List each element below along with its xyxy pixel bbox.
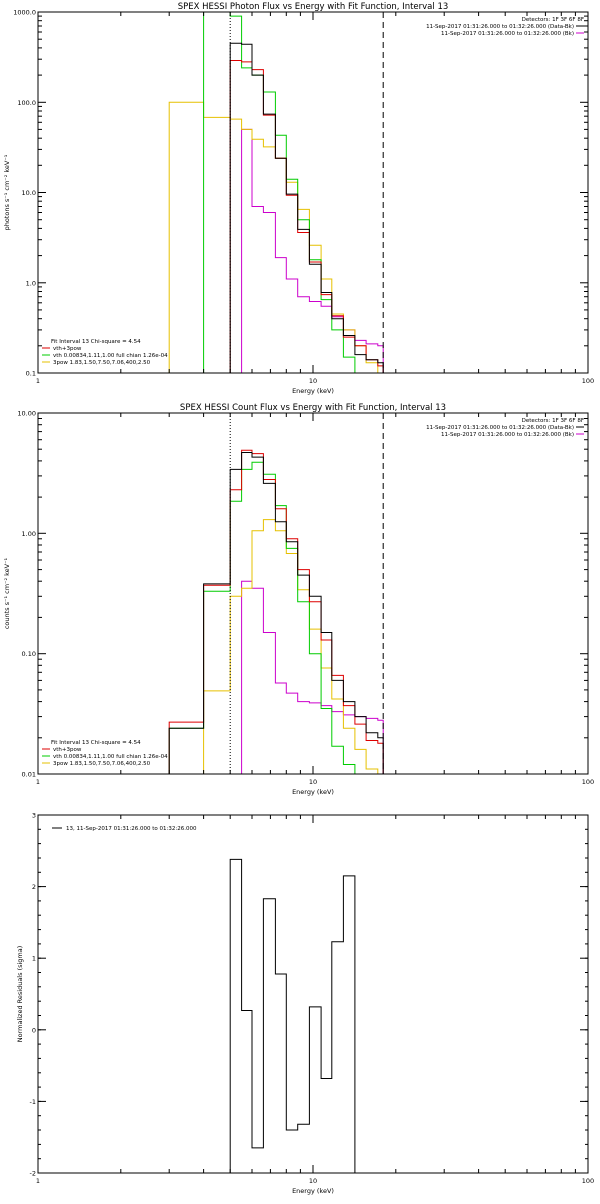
x-tick-label: 1	[36, 1177, 40, 1185]
y-tick-label: -2	[30, 1170, 36, 1178]
x-tick-label: 100	[582, 1177, 594, 1185]
top-legend-label: 11-Sep-2017 01:31:26.000 to 01:32:26.000…	[441, 432, 574, 438]
count-flux-panel: 1 10 100 0.01 0.10 1.00 10.00 SPEX HESSI Count …	[3, 403, 594, 796]
axes-frame	[37, 11, 589, 374]
top-legend-label: 11-Sep-2017 01:31:26.000 to 01:32:26.000…	[426, 24, 574, 30]
series-line-0	[229, 858, 384, 1174]
fit-legend-label: 3pow 1.83,1.50,7.50,7.06,400,2.50	[53, 761, 151, 767]
y-tick-label: 10.00	[17, 410, 36, 418]
y-tick-label: 1	[32, 955, 36, 963]
y-tick-label: 1000.0	[13, 9, 36, 17]
fit-legend-label: vth+3pow	[53, 747, 82, 753]
y-tick-label: 0.10	[22, 650, 36, 658]
y-tick-label: 0.01	[22, 771, 36, 779]
fit-legend-label: vth+3pow	[53, 346, 82, 352]
chart-title: SPEX HESSI Photon Flux vs Energy with Fi…	[178, 2, 449, 12]
series-line-4	[229, 42, 384, 373]
residual-legend-label: 13, 11-Sep-2017 01:31:26.000 to 01:32:26…	[66, 826, 197, 832]
series-line-2	[168, 461, 367, 775]
series-line-3	[168, 449, 384, 774]
y-tick-label: -1	[30, 1098, 36, 1106]
fit-legend-header: Fit Interval 13 Chi-square = 4.54	[51, 339, 141, 345]
x-tick-label: 10	[309, 778, 317, 786]
top-legend-label: 11-Sep-2017 01:31:26.000 to 01:32:26.000…	[426, 425, 574, 431]
x-tick-label: 1	[36, 377, 40, 385]
y-tick-label: 10.0	[22, 189, 36, 197]
y-tick-label: 1.0	[26, 279, 36, 287]
x-tick-label: 100	[582, 377, 594, 385]
series-line-4	[168, 452, 384, 774]
photon-flux-panel: 1 10 100 0.1 1.0 10.0 100.0 1000.0 SPEX HESSI Ph…	[3, 2, 594, 395]
axes-frame	[37, 412, 589, 775]
fit-legend-label: vth 0.00834,1.11,1.00 full chian 1.26e-0…	[53, 353, 168, 359]
x-axis-label: Energy (keV)	[292, 1187, 334, 1195]
residuals-panel: 1 10 100 -2 -1 0 1 2 3 Energy (keV) Normalized Res…	[16, 812, 594, 1196]
fit-legend-label: vth 0.00834,1.11,1.00 full chian 1.26e-0…	[53, 754, 168, 760]
fit-legend-label: 3pow 1.83,1.50,7.50,7.06,400,2.50	[53, 360, 151, 366]
y-tick-label: 1.00	[22, 530, 36, 538]
y-tick-label: 0	[32, 1026, 36, 1034]
detectors-text: Detectors: 1F 3F 6F 8F	[522, 17, 584, 23]
axes-frame	[37, 814, 589, 1174]
x-tick-label: 100	[582, 778, 594, 786]
x-axis-label: Energy (keV)	[292, 788, 334, 796]
top-legend-label: 11-Sep-2017 01:31:26.000 to 01:32:26.000…	[441, 31, 574, 37]
chart-title: SPEX HESSI Count Flux vs Energy with Fit…	[180, 403, 446, 413]
fit-legend-header: Fit Interval 13 Chi-square = 4.54	[51, 740, 141, 746]
x-axis-label: Energy (keV)	[292, 387, 334, 395]
y-tick-label: 0.1	[26, 370, 36, 378]
y-tick-label: 2	[32, 883, 36, 891]
y-axis-label: counts s⁻¹ cm⁻² keV⁻¹	[3, 557, 11, 629]
series-line-0	[230, 128, 384, 374]
x-tick-label: 1	[36, 778, 40, 786]
x-tick-label: 10	[309, 1177, 317, 1185]
y-axis-label: photons s⁻¹ cm⁻² keV⁻¹	[3, 154, 11, 230]
y-tick-label: 3	[32, 812, 36, 820]
x-tick-label: 10	[309, 377, 317, 385]
series-line-0	[230, 580, 384, 775]
detectors-text: Detectors: 1F 3F 6F 8F	[522, 418, 584, 424]
y-axis-label: Normalized Residuals (sigma)	[16, 946, 24, 1043]
series-line-1	[168, 101, 384, 374]
y-tick-label: 100.0	[17, 99, 36, 107]
series-line-3	[229, 60, 384, 373]
